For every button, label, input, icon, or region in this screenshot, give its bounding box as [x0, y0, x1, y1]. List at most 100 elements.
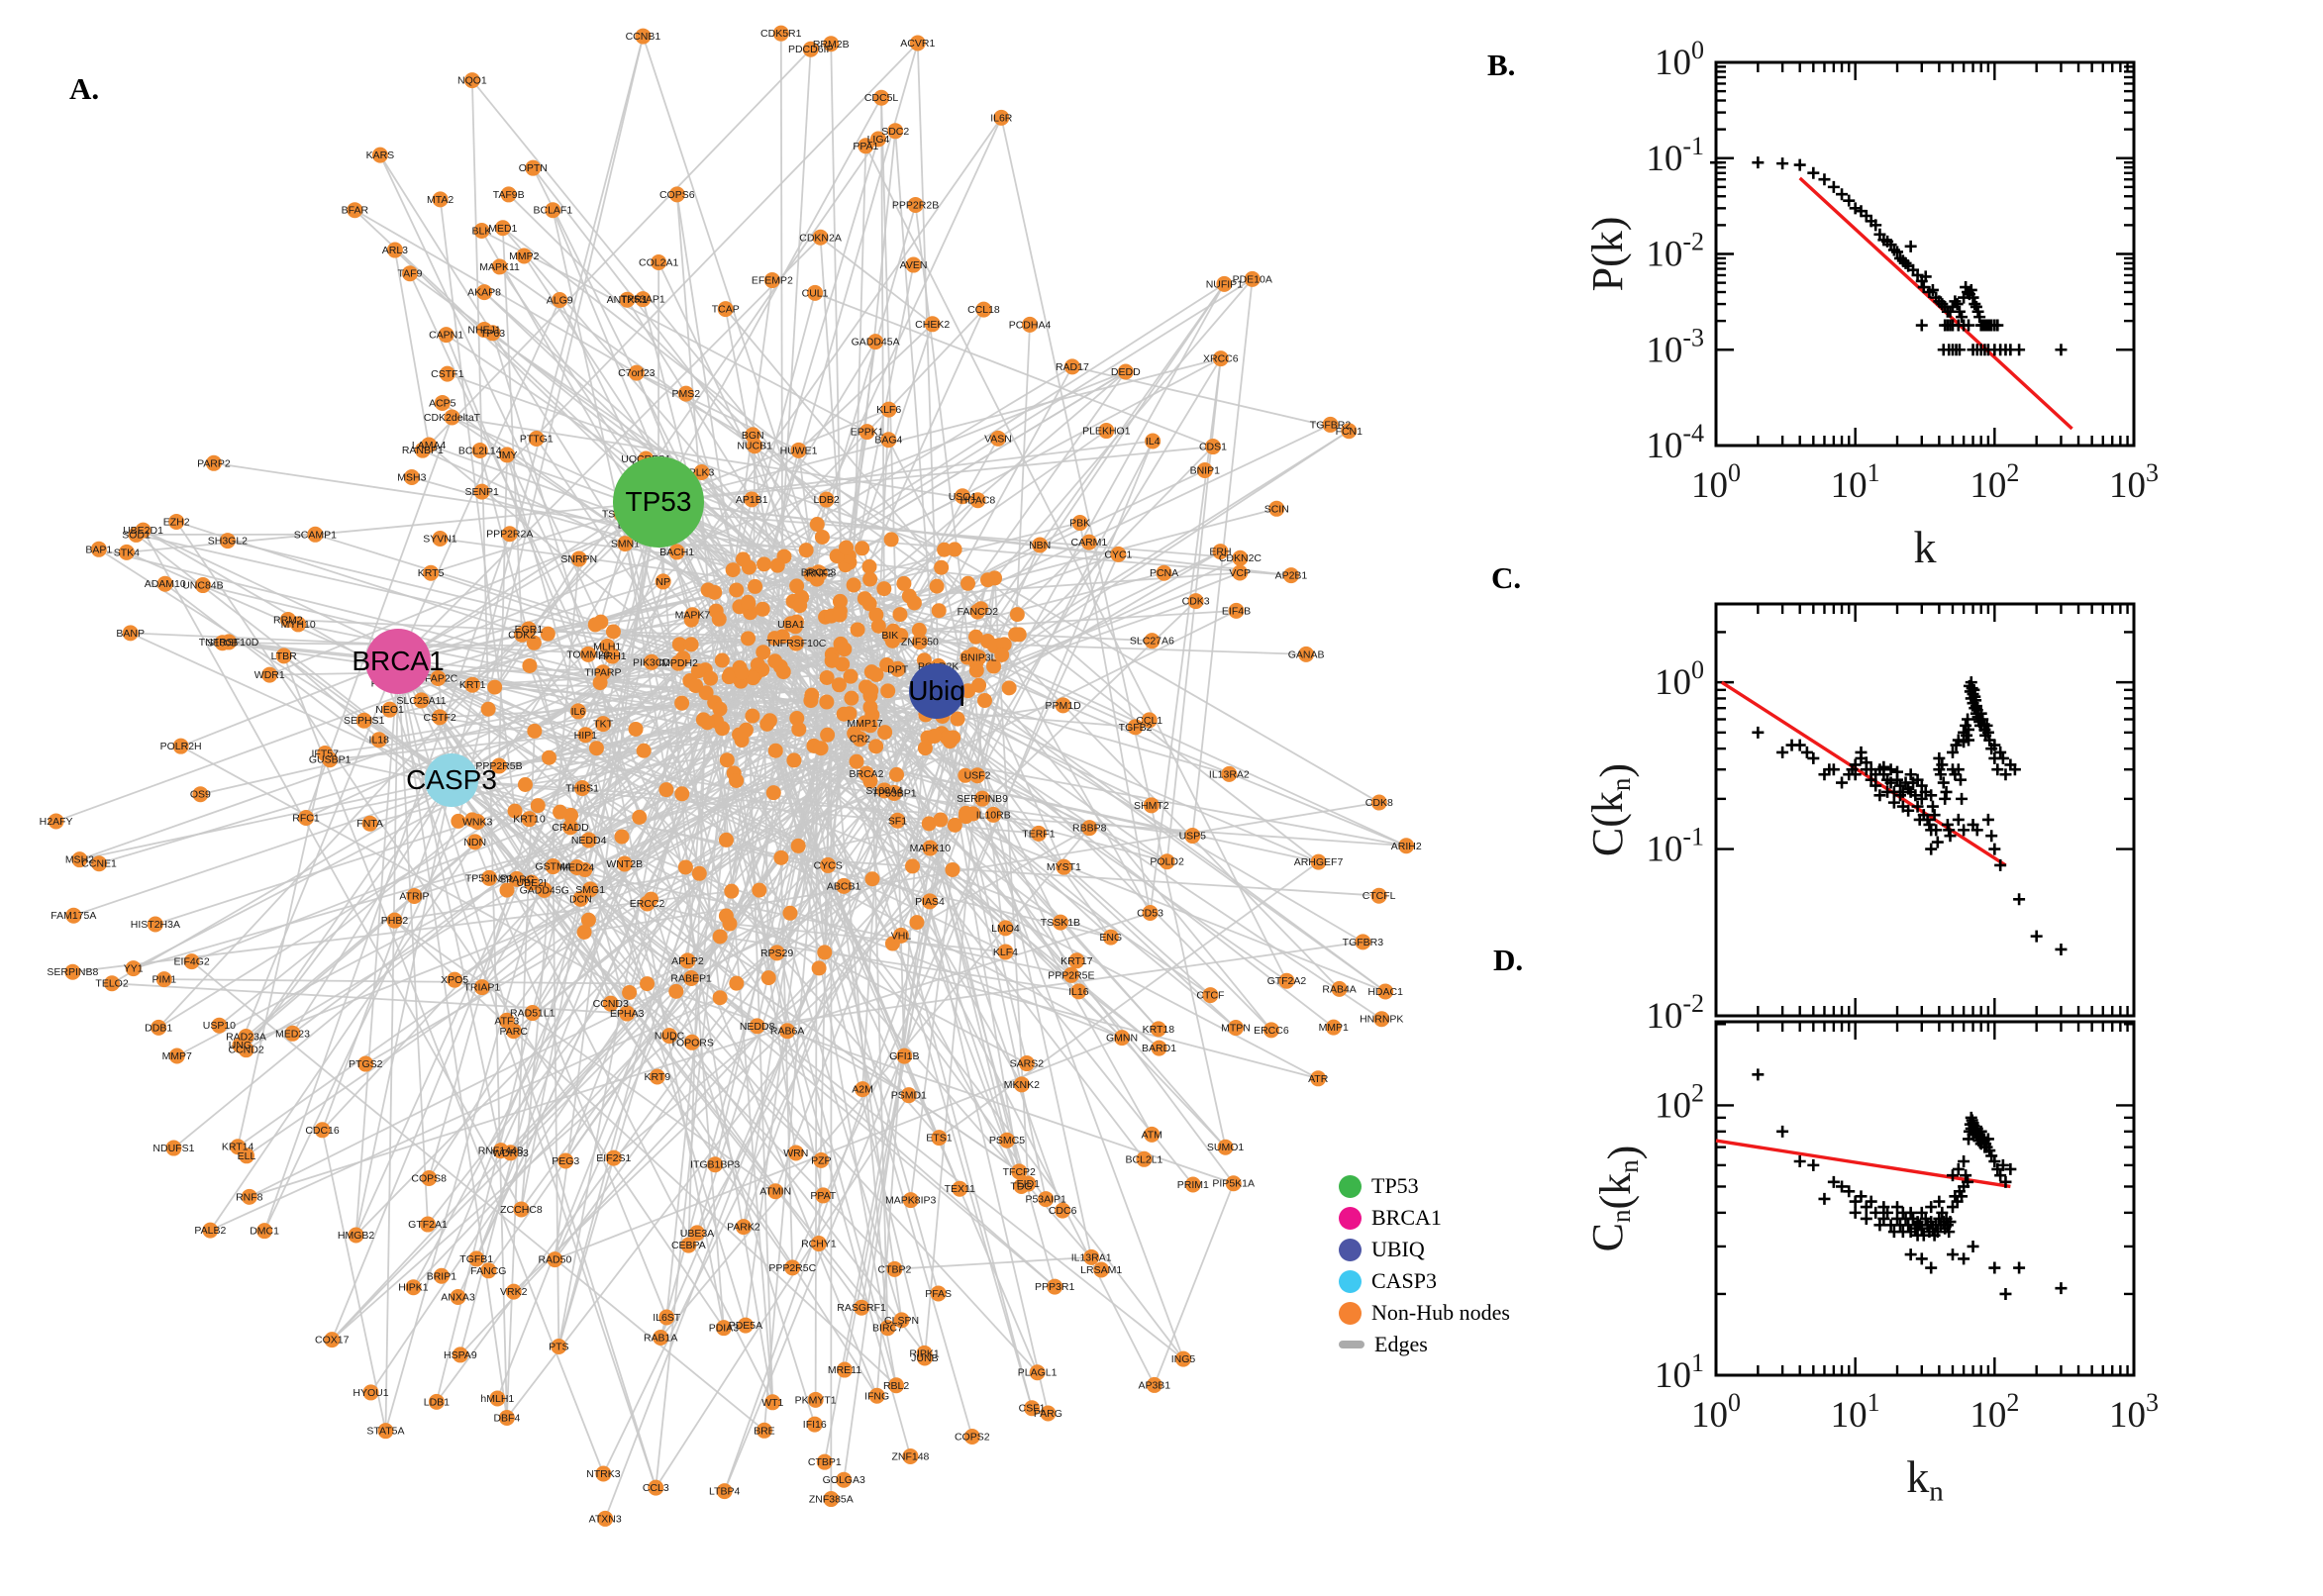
gene-node	[1063, 358, 1080, 375]
gene-node	[202, 1222, 219, 1239]
gene-label: EPHA3	[610, 1008, 645, 1020]
gene-label: ZNF385A	[809, 1494, 854, 1506]
gene-node	[547, 1251, 563, 1268]
gene-node	[521, 811, 538, 828]
gene-node	[573, 780, 590, 797]
gene-label: RRM2	[273, 614, 303, 626]
gene-node	[892, 927, 909, 944]
gene-label: BNIP1	[1190, 465, 1221, 477]
gene-label: MLH1	[593, 641, 621, 652]
tick-label: 101	[1655, 1348, 1704, 1396]
gene-label: ANXA3	[441, 1292, 475, 1304]
gene-node	[381, 701, 398, 718]
gene-node	[505, 1023, 522, 1040]
gene-label: DEDD	[1111, 366, 1141, 378]
gene-node	[1232, 564, 1249, 581]
gene-label: NUCB1	[737, 441, 772, 452]
gene-node	[524, 1005, 541, 1022]
gene-node	[806, 1416, 823, 1433]
plot-frame	[1714, 60, 2136, 448]
gene-label: PSMD1	[891, 1090, 927, 1102]
gene-node	[867, 334, 884, 350]
gene-node	[782, 616, 799, 633]
x-axis-label: kn	[1906, 1451, 1944, 1507]
legend-label: Edges	[1374, 1332, 1428, 1356]
gene-label: USP10	[203, 1020, 236, 1032]
gene-node	[889, 812, 906, 829]
gene-node	[307, 526, 324, 543]
gene-label: BRE	[754, 1425, 775, 1437]
gene-label: HDAC8	[960, 495, 996, 507]
gene-node	[230, 1139, 247, 1155]
gene-label: SARS2	[1010, 1058, 1045, 1070]
gene-label: LRSAM1	[1080, 1264, 1122, 1276]
gene-label: APLP2	[671, 955, 704, 967]
gene-node	[639, 895, 656, 912]
gene-node	[907, 196, 924, 213]
gene-node	[668, 186, 685, 203]
gene-node	[869, 131, 886, 148]
gene-label: KARS	[366, 150, 395, 161]
gene-label: H2AFY	[40, 816, 73, 828]
gene-label: NQO1	[457, 75, 487, 87]
gene-label: HSPA9	[444, 1349, 477, 1361]
gene-label: HNRNPK	[1360, 1014, 1403, 1026]
gene-label: EIF2S1	[596, 1152, 631, 1164]
gene-label: EZH2	[163, 516, 190, 528]
gene-node	[1114, 1030, 1131, 1047]
gene-label: UBE2D1	[123, 525, 163, 537]
gene-node	[405, 1279, 422, 1296]
tick-label: 102	[1970, 1388, 2019, 1436]
gene-label: PLAGL1	[1018, 1367, 1058, 1379]
gene-label: XRCC6	[1203, 353, 1239, 365]
gene-label: RANBP1	[402, 445, 444, 456]
gene-node	[1071, 515, 1088, 532]
gene-label: SUMO1	[1207, 1142, 1245, 1153]
gene-label: MED1	[488, 223, 517, 235]
gene-node	[784, 1259, 801, 1276]
gene-label: MAPK11	[479, 261, 520, 273]
gene-node	[492, 1143, 509, 1159]
gene-label: CDK8	[1365, 797, 1393, 809]
gene-label: CARM1	[1071, 537, 1108, 549]
gene-node	[500, 186, 517, 203]
gene-label: SCIN	[1264, 503, 1289, 515]
gene-label: PIM1	[152, 974, 177, 986]
gene-node	[998, 1132, 1015, 1148]
gene-node	[779, 1023, 796, 1040]
gene-node	[788, 635, 805, 651]
gene-node	[1136, 1150, 1153, 1167]
gene-node	[655, 573, 671, 590]
gene-node	[256, 1223, 273, 1240]
gene-label: ADAM10	[145, 578, 186, 590]
gene-node	[494, 220, 511, 237]
gene-label: GUSBP1	[309, 754, 352, 766]
gene-node	[668, 544, 685, 560]
gene-label: RPS29	[760, 948, 793, 959]
gene-node	[501, 526, 518, 543]
gene-label: CDS1	[1199, 442, 1227, 453]
gene-label: TFAP2C	[419, 672, 458, 684]
gene-node	[749, 1018, 765, 1035]
legend: TP53 BRCA1 UBIQ CASP3 Non-Hub nodes Edges	[1339, 1170, 1510, 1360]
gene-node	[1298, 646, 1315, 662]
gene-label: RABEP1	[670, 972, 712, 984]
gene-node	[1102, 929, 1119, 946]
gene-label: IL18	[369, 735, 390, 747]
gene-node	[628, 364, 645, 381]
gene-label: FANCD2	[958, 606, 999, 618]
gene-label: NEDD4	[571, 835, 607, 847]
gene-label: PARC	[500, 1026, 529, 1038]
gene-label: AP2B1	[1275, 570, 1308, 582]
gene-node	[468, 1250, 485, 1267]
gene-label: TFCP2	[1003, 1166, 1036, 1178]
gene-node	[464, 676, 481, 693]
gene-node	[693, 464, 710, 481]
gene-label: CRADD	[552, 822, 589, 834]
gene-node	[1373, 1011, 1390, 1028]
gene-label: FANCG	[470, 1265, 506, 1277]
gene-node	[155, 971, 172, 988]
gene-label: CCND3	[593, 998, 629, 1010]
gene-label: DPT	[887, 663, 909, 675]
gene-label: ALG9	[547, 294, 573, 306]
